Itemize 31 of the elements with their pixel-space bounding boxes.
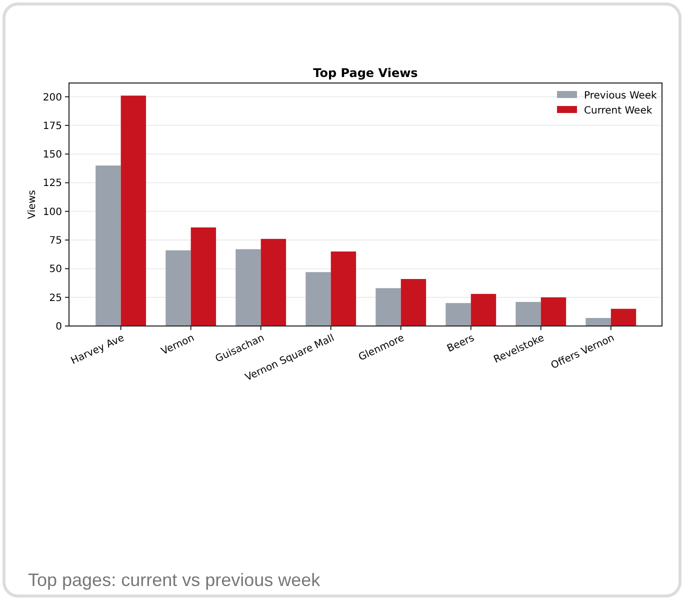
y-tick-label: 150	[42, 150, 62, 161]
bar	[306, 272, 331, 326]
y-axis-title: Views	[27, 190, 38, 219]
bar	[586, 318, 611, 326]
bar	[400, 279, 426, 326]
y-tick-label: 0	[56, 322, 62, 332]
y-tick-label: 50	[49, 264, 62, 276]
bar	[120, 96, 146, 326]
bar	[446, 303, 471, 326]
bar	[260, 238, 286, 326]
bar	[516, 302, 541, 326]
chart-title: Top Page Views	[313, 66, 418, 80]
y-tick-label: 25	[49, 292, 62, 304]
y-tick-label: 75	[49, 236, 62, 247]
bar	[330, 251, 356, 326]
bar	[470, 294, 496, 326]
legend-label: Previous Week	[584, 90, 658, 102]
bar	[190, 227, 216, 326]
bar	[166, 250, 191, 326]
y-tick-label: 175	[42, 120, 62, 132]
y-tick-label: 125	[42, 178, 62, 190]
y-tick-label: 100	[42, 206, 62, 218]
legend-label: Current Week	[584, 106, 652, 116]
y-tick-label: 200	[42, 92, 62, 104]
bar	[540, 297, 566, 326]
bar	[96, 166, 121, 326]
bar	[610, 308, 636, 326]
text: Top pages: current vs previous week	[28, 570, 322, 590]
bar	[236, 249, 261, 326]
bar	[376, 288, 401, 326]
x-tick-label: Beers	[446, 332, 476, 355]
